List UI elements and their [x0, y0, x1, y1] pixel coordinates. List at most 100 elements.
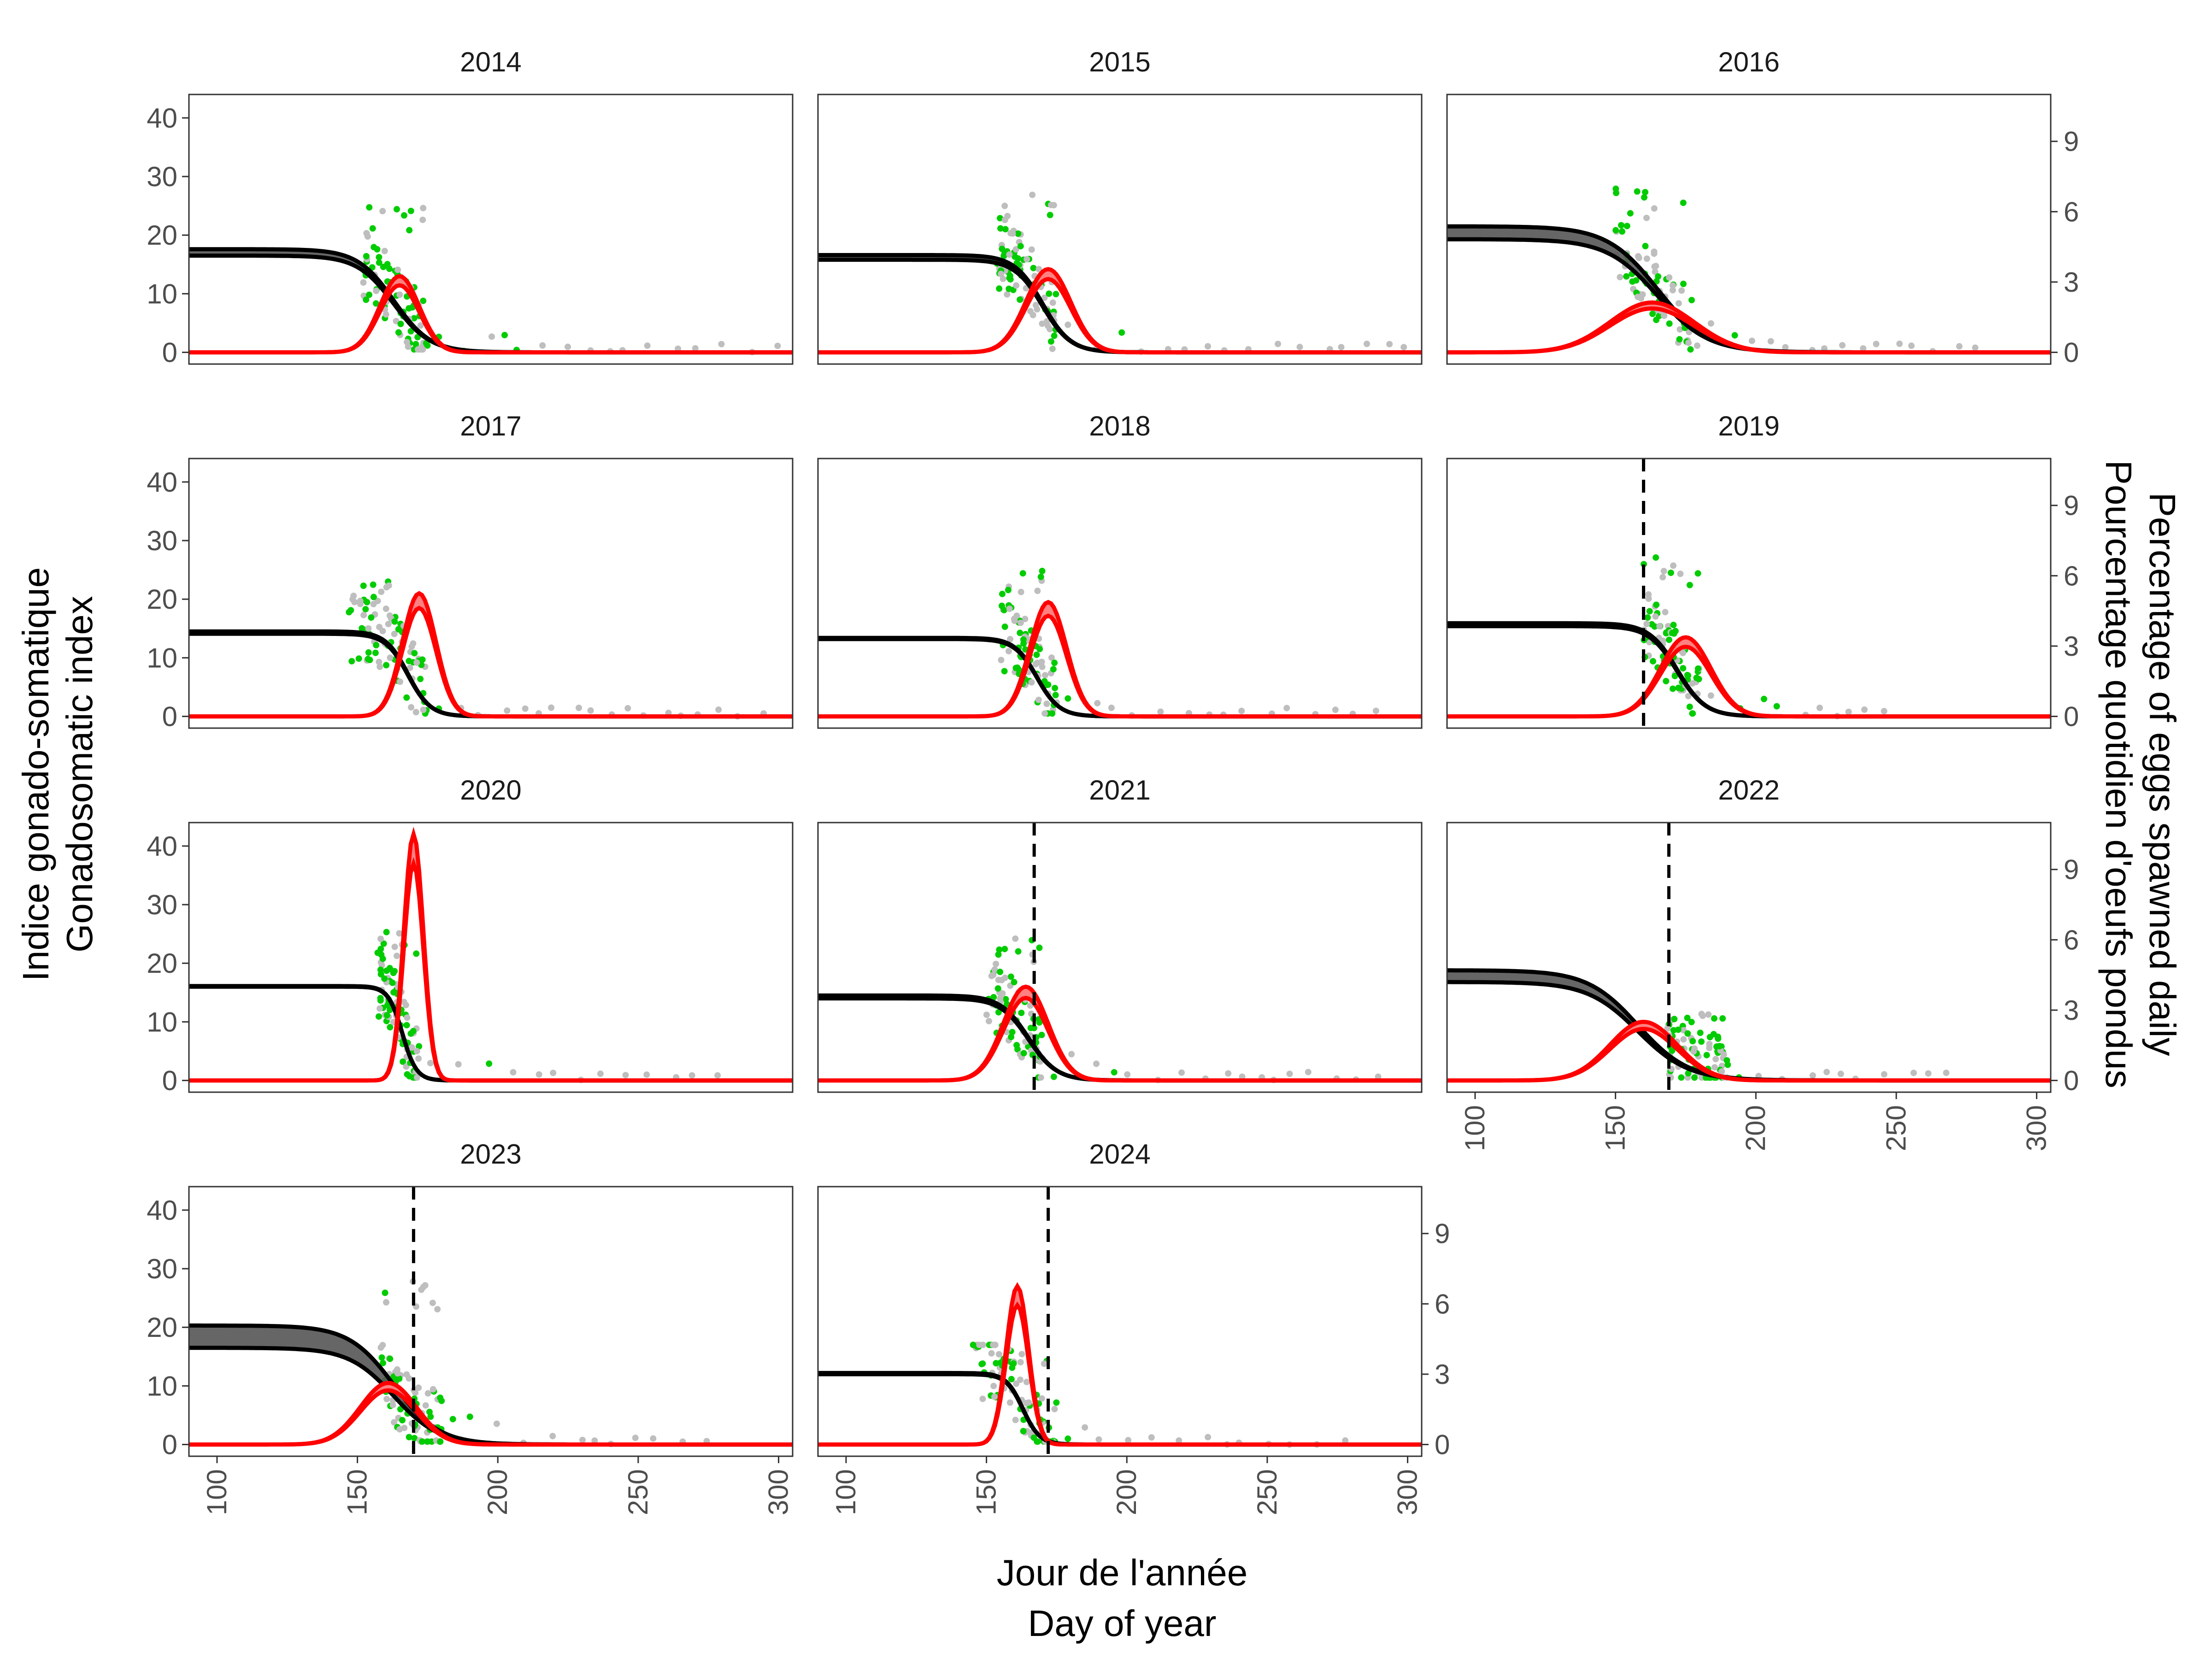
gsi-point [1688, 297, 1695, 304]
gsi-point [1035, 696, 1042, 703]
gsi-point [1017, 1377, 1024, 1383]
gsi-point [1613, 189, 1620, 196]
gsi-point [549, 1433, 556, 1440]
gsi-point [1065, 695, 1071, 702]
panel-plot-area [818, 1187, 1422, 1456]
gsi-point [360, 612, 367, 618]
spawn-curve-lower [189, 283, 793, 355]
gsi-point [377, 663, 383, 670]
gsi-point [1643, 214, 1650, 221]
gsi-point [411, 650, 418, 657]
gsi-point [1669, 287, 1676, 294]
gsi-point [1641, 188, 1648, 195]
gsi-point [1908, 342, 1915, 349]
gsi-point [1651, 623, 1658, 630]
gsi-point [370, 581, 377, 588]
gsi-point [411, 1435, 418, 1441]
gsi-point [1386, 341, 1393, 347]
gsi-point [1685, 693, 1692, 700]
y2-tick-label: 0 [2064, 337, 2079, 368]
x-tick-label: 250 [1881, 1105, 1912, 1151]
gsi-point [406, 665, 413, 671]
gsi-point [1050, 666, 1057, 673]
gsi-point [415, 346, 422, 353]
gsi-point [389, 1401, 396, 1408]
gsi-point [1012, 1417, 1019, 1424]
spawn-curve-upper [189, 274, 793, 355]
gsi-point [1685, 1070, 1692, 1077]
gsi-point [385, 621, 392, 628]
gsi-point [995, 951, 1002, 958]
gsi-curve-lower [818, 996, 1422, 1083]
y-tick-label: 0 [162, 337, 177, 368]
gsi-point [715, 706, 722, 713]
gsi-point [387, 1024, 394, 1031]
gsi-point [1006, 272, 1013, 279]
gsi-point [377, 994, 384, 1001]
gsi-point [466, 1413, 473, 1420]
gsi-point [1019, 570, 1026, 577]
spawn-confidence-band [189, 593, 793, 717]
gsi-point [1873, 341, 1880, 347]
spawn-curve-lower [189, 1388, 793, 1447]
gsi-point [404, 1014, 411, 1021]
x-tick-label: 300 [2021, 1105, 2052, 1151]
gsi-point [1665, 636, 1672, 643]
gsi-point [1049, 345, 1056, 352]
gsi-point [1032, 302, 1039, 309]
y2-tick-label: 0 [2064, 1065, 2079, 1096]
y2-tick-label: 3 [2064, 995, 2079, 1026]
gsi-point [1005, 587, 1012, 594]
panel-plot-area [189, 578, 793, 720]
gsi-point [382, 1289, 388, 1296]
gsi-point [347, 607, 354, 614]
gsi-point [449, 1416, 456, 1423]
gsi-point [412, 709, 419, 716]
gsi-point [1697, 1030, 1704, 1036]
gsi-point [1839, 342, 1846, 349]
gsi-curve-lower [1447, 237, 2051, 355]
gsi-curve-upper [1447, 224, 2051, 355]
gsi-point [401, 1424, 408, 1431]
gsi-point [386, 965, 393, 971]
panel-border [817, 1186, 1423, 1457]
gsi-confidence-band [818, 995, 1422, 1081]
gsi-point [1082, 1424, 1088, 1431]
y-tick-label: 40 [147, 467, 177, 498]
gsi-point [1051, 1406, 1058, 1412]
gsi-point [1375, 1073, 1382, 1080]
gsi-curve-lower [818, 258, 1422, 355]
gsi-point [1045, 681, 1052, 688]
gsi-point [1017, 629, 1024, 636]
gsi-point [383, 1012, 390, 1019]
gsi-point [408, 1044, 415, 1051]
gsi-point [1896, 341, 1903, 347]
gsi-point [1660, 568, 1667, 575]
gsi-point [1653, 554, 1659, 561]
gsi-point [1068, 1051, 1075, 1058]
gsi-point [1053, 1399, 1060, 1406]
gsi-point [1676, 336, 1683, 343]
panel-plot-area [818, 823, 1422, 1092]
panel-plot-area [189, 1187, 793, 1456]
panel-border [817, 458, 1423, 729]
gsi-point [1017, 296, 1024, 303]
panel-border [817, 822, 1423, 1093]
facet-title: 2019 [1718, 411, 1779, 441]
gsi-point [1011, 618, 1018, 624]
gsi-point [413, 950, 420, 957]
gsi-point [407, 207, 414, 214]
gsi-point [1670, 622, 1677, 629]
gsi-point [363, 253, 370, 260]
gsi-point [410, 640, 417, 647]
gsi-point [1204, 343, 1211, 350]
gsi-point [383, 662, 390, 669]
panel-border [188, 458, 794, 729]
gsi-point [379, 208, 386, 215]
gsi-point [774, 342, 781, 349]
gsi-point [365, 656, 371, 663]
gsi-point [1685, 339, 1692, 346]
y-axis-title-right-fr: Pourcentage quotidien d'oeufs pondus [2098, 460, 2139, 1088]
gsi-point [1773, 703, 1780, 710]
gsi-point [996, 946, 1003, 953]
